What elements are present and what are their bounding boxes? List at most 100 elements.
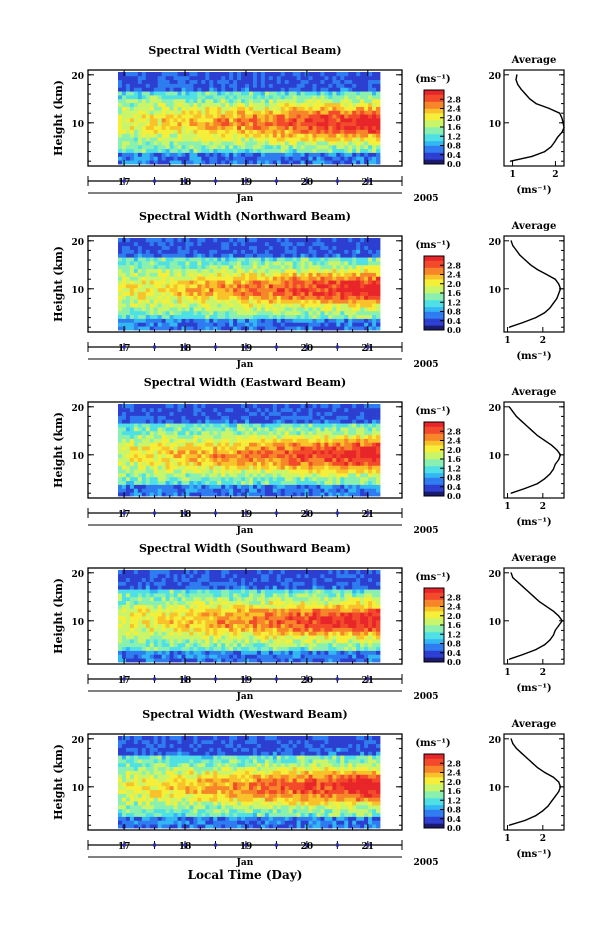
heatmap-cell (118, 310, 123, 316)
heatmap-cell (153, 133, 159, 138)
heatmap-cell (129, 318, 135, 323)
heatmap-cell (181, 291, 186, 296)
heatmap-cell (300, 245, 305, 250)
heatmap-cell (344, 310, 349, 316)
heatmap-cell (153, 287, 159, 293)
heatmap-cell (237, 253, 242, 258)
heatmap-cell (161, 291, 167, 296)
heatmap-cell (213, 238, 218, 243)
heatmap-cell (245, 438, 250, 443)
heatmap-cell (157, 322, 163, 327)
heatmap-cell (296, 249, 302, 254)
heatmap-cell (336, 276, 341, 281)
heatmap-cell (300, 114, 305, 119)
heatmap-cell (161, 83, 167, 88)
heatmap-cell (272, 98, 278, 104)
heatmap-cell (149, 83, 155, 88)
heatmap-cell (217, 152, 222, 157)
heatmap-cell (256, 118, 262, 123)
heatmap-cell (316, 272, 321, 277)
heatmap-cell (145, 75, 151, 81)
heatmap-cell (264, 434, 270, 439)
heatmap-cell (300, 137, 305, 142)
heatmap-cell (296, 473, 302, 478)
heatmap-cell (181, 469, 186, 474)
heatmap-cell (125, 144, 131, 150)
heatmap-cell (185, 476, 190, 482)
heatmap-cell (221, 415, 226, 420)
heatmap-cell (292, 249, 298, 254)
heatmap-cell (229, 318, 234, 323)
heatmap-cell (153, 156, 159, 161)
heatmap-cell (372, 87, 377, 92)
heatmap-cell (360, 137, 365, 142)
heatmap-cell (360, 141, 365, 146)
heatmap-cell (356, 257, 361, 262)
heatmap-cell (221, 241, 226, 247)
heatmap-cell (145, 98, 151, 104)
heatmap-cell (292, 257, 298, 262)
heatmap-cell (324, 423, 329, 428)
heatmap-cell (252, 299, 258, 304)
heatmap-cell (197, 75, 202, 81)
heatmap-cell (177, 118, 182, 123)
heatmap-cell (249, 72, 254, 77)
heatmap-cell (193, 95, 198, 100)
heatmap-cell (153, 438, 159, 443)
heatmap-cell (125, 114, 131, 119)
heatmap-cell (213, 75, 218, 81)
heatmap-cell (272, 257, 278, 262)
heatmap-cell (320, 318, 325, 323)
heatmap-cell (133, 442, 139, 447)
heatmap-cell (256, 411, 262, 416)
heatmap-cell (280, 280, 286, 285)
heatmap-cell (344, 87, 349, 92)
heatmap-cell (173, 307, 178, 312)
heatmap-cell (189, 280, 194, 285)
heatmap-cell (368, 125, 373, 130)
heatmap-cell (352, 492, 357, 497)
colorbar-segment (424, 147, 444, 151)
heatmap-cell (364, 284, 369, 289)
heatmap-cell (125, 141, 131, 146)
heatmap-cell (276, 133, 282, 138)
heatmap-cell (336, 87, 341, 92)
heatmap-cell (209, 310, 214, 316)
heatmap-cell (149, 249, 155, 254)
heatmap-cell (177, 98, 182, 104)
heatmap-cell (276, 102, 282, 107)
heatmap-cell (181, 423, 186, 428)
heatmap-cell (193, 160, 198, 165)
heatmap-cell (249, 95, 254, 100)
heatmap-cell (165, 137, 171, 142)
heatmap-cell (205, 261, 210, 266)
heatmap-cell (336, 137, 341, 142)
heatmap-cell (300, 326, 305, 331)
heatmap-cell (296, 461, 302, 466)
heatmap-cell (245, 253, 250, 258)
heatmap-cell (308, 427, 313, 432)
heatmap-cell (185, 245, 190, 250)
heatmap-cell (157, 492, 163, 497)
heatmap-cell (260, 438, 266, 443)
heatmap-cell (209, 133, 214, 138)
heatmap-cell (237, 404, 242, 409)
heatmap-cell (145, 480, 151, 485)
heatmap-cell (268, 280, 274, 285)
heatmap-cell (268, 450, 274, 455)
heatmap-cell (252, 148, 258, 153)
heatmap-cell (241, 295, 246, 300)
heatmap-cell (304, 453, 309, 459)
heatmap-cell (328, 457, 333, 462)
heatmap-cell (348, 238, 353, 243)
heatmap-cell (189, 91, 194, 96)
heatmap-cell (193, 272, 198, 277)
heatmap-cell (344, 257, 349, 262)
heatmap-cell (133, 457, 139, 462)
heatmap-cell (288, 110, 294, 115)
heatmap-cell (169, 72, 174, 77)
heatmap-cell (256, 261, 262, 266)
heatmap-cell (312, 268, 317, 273)
heatmap-cell (161, 442, 167, 447)
heatmap-cell (264, 245, 270, 250)
